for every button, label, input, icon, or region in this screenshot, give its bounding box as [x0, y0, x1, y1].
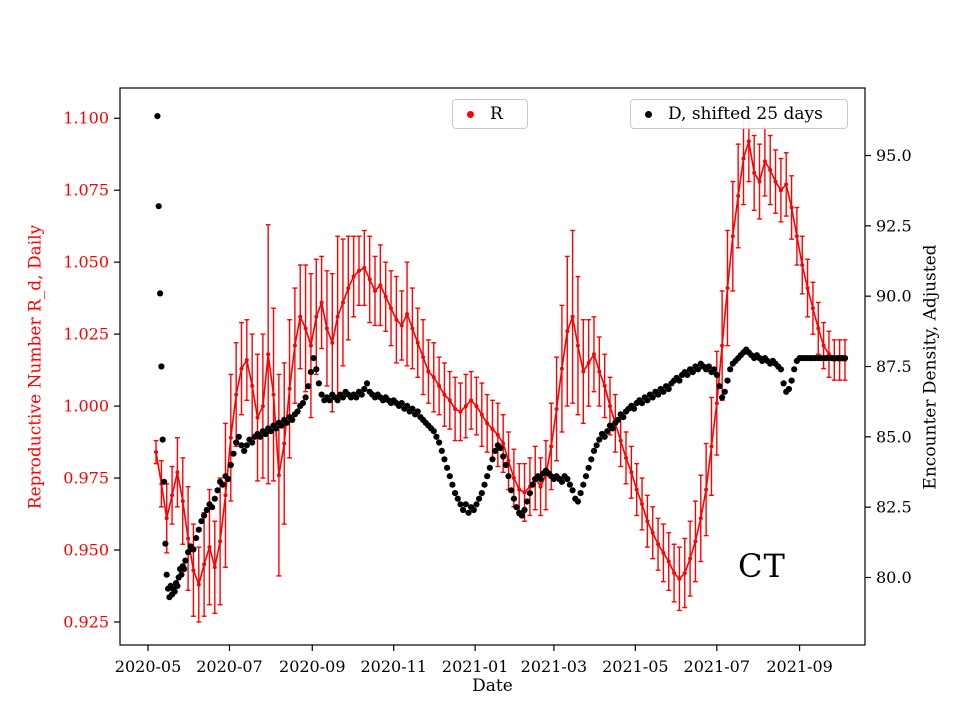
svg-text:1.050: 1.050: [63, 253, 109, 272]
axis-tick-labels: 2020-05 2020-07 2020-09 2020-11 2021-01 2021-…: [63, 109, 911, 676]
svg-text:2020-11: 2020-11: [360, 657, 426, 676]
svg-text:2021-07: 2021-07: [684, 657, 750, 676]
y-axis-label-left: Reproductive Number R_d, Daily: [25, 224, 46, 510]
svg-text:1.075: 1.075: [63, 181, 109, 200]
legend-marker-r-icon: [467, 110, 474, 118]
svg-text:80.0: 80.0: [876, 568, 912, 587]
svg-text:1.025: 1.025: [63, 325, 109, 344]
r-series-line: [155, 141, 845, 588]
svg-text:95.0: 95.0: [876, 146, 912, 165]
svg-text:85.0: 85.0: [876, 427, 912, 446]
svg-text:90.0: 90.0: [876, 287, 912, 306]
svg-text:1.000: 1.000: [63, 397, 109, 416]
svg-text:0.925: 0.925: [63, 612, 109, 631]
svg-text:0.950: 0.950: [63, 541, 109, 560]
svg-text:2021-05: 2021-05: [602, 657, 668, 676]
legend-label-r: R: [490, 104, 503, 124]
svg-text:2021-09: 2021-09: [766, 657, 832, 676]
svg-text:2020-07: 2020-07: [196, 657, 262, 676]
legend-marker-d-icon: [645, 110, 652, 118]
legend-r: R: [452, 99, 528, 129]
d-series-markers: [154, 113, 849, 601]
r-series-errorbars: [153, 100, 848, 623]
axis-ticks: [114, 117, 871, 651]
legend-label-d: D, shifted 25 days: [668, 104, 823, 124]
svg-text:92.5: 92.5: [876, 216, 912, 235]
svg-text:0.975: 0.975: [63, 469, 109, 488]
svg-text:1.100: 1.100: [63, 109, 109, 128]
svg-text:2020-05: 2020-05: [115, 657, 181, 676]
svg-text:2020-09: 2020-09: [279, 657, 345, 676]
legend-d: D, shifted 25 days: [630, 99, 848, 129]
svg-text:2021-03: 2021-03: [521, 657, 587, 676]
x-axis-label: Date: [472, 676, 513, 696]
state-annotation: CT: [738, 547, 786, 585]
svg-text:87.5: 87.5: [876, 357, 912, 376]
svg-text:2021-01: 2021-01: [442, 657, 508, 676]
r-series-markers: [154, 139, 847, 587]
y-axis-label-right: Encounter Density, Adjusted: [920, 244, 941, 490]
svg-text:82.5: 82.5: [876, 498, 912, 517]
